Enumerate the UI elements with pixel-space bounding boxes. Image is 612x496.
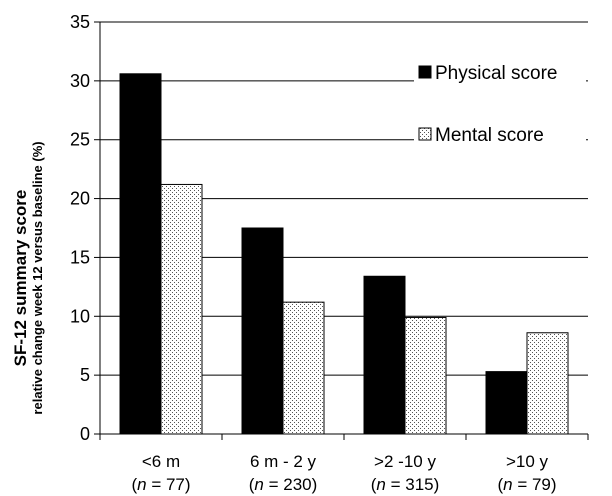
sample-size-open: (	[249, 475, 255, 494]
sample-size-value: = 230)	[264, 475, 317, 494]
y-tick-label: 20	[70, 189, 90, 209]
sample-size-symbol: n	[503, 475, 512, 494]
y-tick-labels: 0 5 10 15 20 25 30 35	[70, 12, 90, 444]
sample-size-value: = 79)	[513, 475, 557, 494]
y-axis-title-line1: SF-12 summary score	[11, 190, 30, 367]
x-tick-sample-size: (n = 79)	[497, 475, 556, 494]
legend-background	[414, 120, 586, 148]
y-tick-label: 15	[70, 247, 90, 267]
bars	[119, 73, 569, 435]
sample-size-symbol: n	[137, 475, 146, 494]
sample-size-value: = 315)	[386, 475, 439, 494]
sample-size-open: (	[371, 475, 377, 494]
bar-physical-1	[241, 227, 284, 435]
legend-label-physical: Physical score	[435, 63, 558, 84]
sample-size-symbol: n	[376, 475, 385, 494]
sample-size-symbol: n	[254, 475, 263, 494]
bar-physical-3	[485, 371, 528, 435]
x-tick-sample-size: (n = 77)	[131, 475, 190, 494]
y-tick-label: 35	[70, 12, 90, 32]
y-tick-label: 25	[70, 130, 90, 150]
x-tick-label: 6 m - 2 y	[250, 452, 317, 471]
legend-background	[414, 58, 586, 86]
y-tick-label: 0	[80, 424, 90, 444]
x-tick-label: <6 m	[142, 452, 180, 471]
bar-physical-2	[363, 275, 406, 435]
y-axis-title: SF-12 summary score relative change week…	[11, 141, 45, 414]
bar-mental-2	[404, 316, 447, 435]
bar-mental-3	[526, 332, 569, 435]
y-tick-label: 10	[70, 306, 90, 326]
y-axis-title-line2: relative change week 12 versus baseline …	[30, 141, 45, 414]
sample-size-value: = 77)	[147, 475, 191, 494]
y-tick-label: 30	[70, 71, 90, 91]
legend-swatch-physical	[418, 65, 432, 79]
axes	[94, 21, 589, 440]
y-tick-label: 5	[80, 365, 90, 385]
x-tick-labels: <6 m(n = 77)6 m - 2 y(n = 230)>2 -10 y(n…	[131, 452, 556, 494]
sample-size-open: (	[497, 475, 503, 494]
x-tick-label: >2 -10 y	[374, 452, 436, 471]
legend-swatch-mental	[418, 127, 432, 141]
bar-physical-0	[119, 73, 162, 435]
x-tick-sample-size: (n = 315)	[371, 475, 440, 494]
x-tick-sample-size: (n = 230)	[249, 475, 318, 494]
x-tick-label: >10 y	[506, 452, 549, 471]
bar-mental-1	[282, 301, 325, 435]
legend-label-mental: Mental score	[435, 125, 544, 146]
legend: Physical score Mental score	[414, 58, 586, 148]
sample-size-open: (	[131, 475, 137, 494]
bar-mental-0	[160, 183, 203, 435]
